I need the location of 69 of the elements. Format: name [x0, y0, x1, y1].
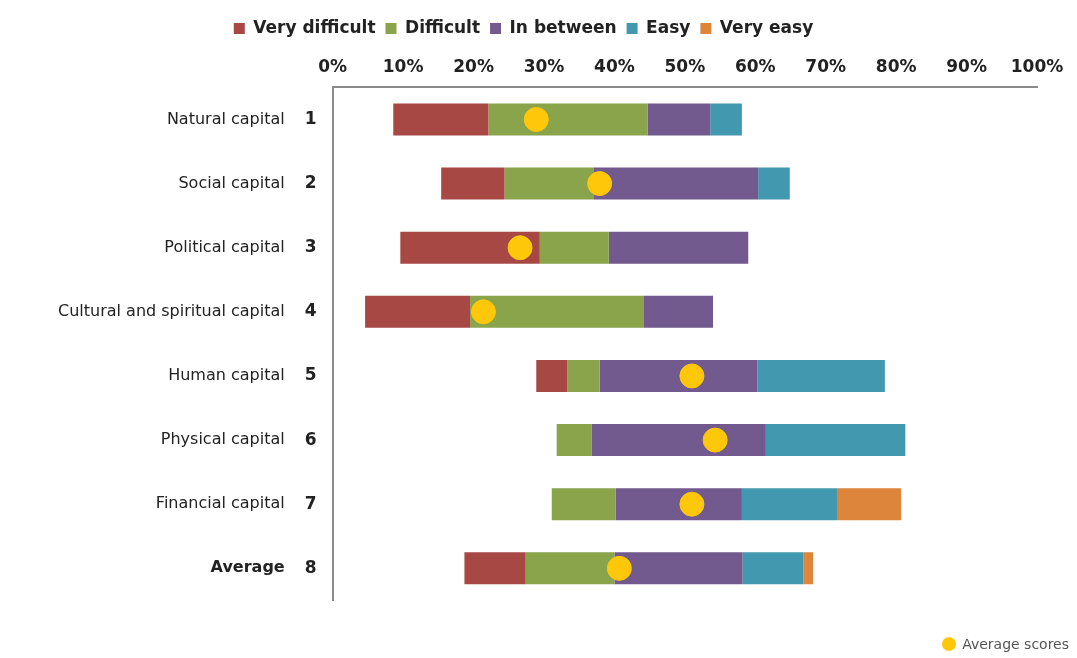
bar	[488, 103, 648, 136]
point	[679, 363, 705, 389]
text: 8	[304, 556, 317, 577]
point	[523, 106, 549, 132]
y-tick-label: Natural capital	[166, 108, 285, 128]
legend-label: Very difficult	[253, 16, 376, 37]
text: 6	[304, 428, 317, 449]
bar	[365, 295, 471, 328]
bar	[393, 103, 489, 136]
text: 4	[304, 300, 317, 321]
bar	[525, 552, 615, 585]
bar	[803, 552, 814, 585]
x-tick-label: 90%	[946, 55, 987, 76]
bar	[757, 359, 885, 392]
y-tick-label: Financial capital	[155, 493, 285, 513]
point	[606, 555, 632, 581]
point	[507, 235, 533, 261]
bar	[536, 359, 568, 392]
bar	[593, 167, 759, 200]
y-tick-label: Physical capital	[160, 429, 285, 449]
y-tick-label: Political capital	[164, 236, 285, 256]
bar	[608, 231, 749, 264]
bar	[741, 488, 837, 521]
y-tick-label: Human capital	[168, 365, 285, 385]
legend-label: Easy	[646, 16, 691, 37]
bar	[614, 552, 743, 585]
text: 2	[304, 172, 317, 193]
x-tick-label: 70%	[805, 55, 847, 76]
x-tick-label: 20%	[453, 55, 494, 76]
x-tick-label: 100%	[1010, 55, 1064, 76]
x-tick-label: 40%	[594, 55, 635, 76]
bar	[464, 552, 526, 585]
bar	[758, 167, 790, 200]
bar	[504, 167, 594, 200]
bar	[644, 295, 714, 328]
bar	[441, 167, 505, 200]
legend-label: Difficult	[405, 16, 481, 37]
legend-label: Very easy	[719, 16, 814, 37]
x-tick-label: 60%	[734, 55, 776, 76]
point	[470, 299, 496, 325]
bar	[567, 359, 600, 392]
point	[587, 171, 613, 197]
bar	[470, 295, 645, 328]
legend-label: In between	[509, 16, 617, 37]
point	[702, 427, 728, 453]
bar	[556, 424, 592, 457]
bar	[591, 424, 766, 457]
y-tick-label: Social capital	[178, 172, 285, 192]
text: 7	[304, 492, 317, 513]
x-tick-label: 30%	[523, 55, 565, 76]
bar	[551, 488, 616, 521]
legend-label: Average scores	[962, 636, 1069, 652]
bar	[647, 103, 711, 136]
bar	[765, 424, 906, 457]
bar	[710, 103, 742, 136]
x-tick-label: 50%	[664, 55, 706, 76]
x-tick-label: 10%	[382, 55, 424, 76]
bar	[836, 488, 902, 521]
bar	[539, 231, 609, 264]
text: 3	[304, 236, 317, 257]
text: 1	[304, 107, 317, 128]
x-tick-label: 0%	[318, 55, 348, 76]
y-tick-label: Cultural and spiritual capital	[57, 300, 285, 320]
bar	[742, 552, 804, 585]
x-tick-label: 80%	[875, 55, 917, 76]
text: 5	[304, 364, 317, 385]
point	[679, 491, 705, 517]
y-tick-label: Average	[210, 557, 285, 577]
bar	[599, 359, 758, 392]
